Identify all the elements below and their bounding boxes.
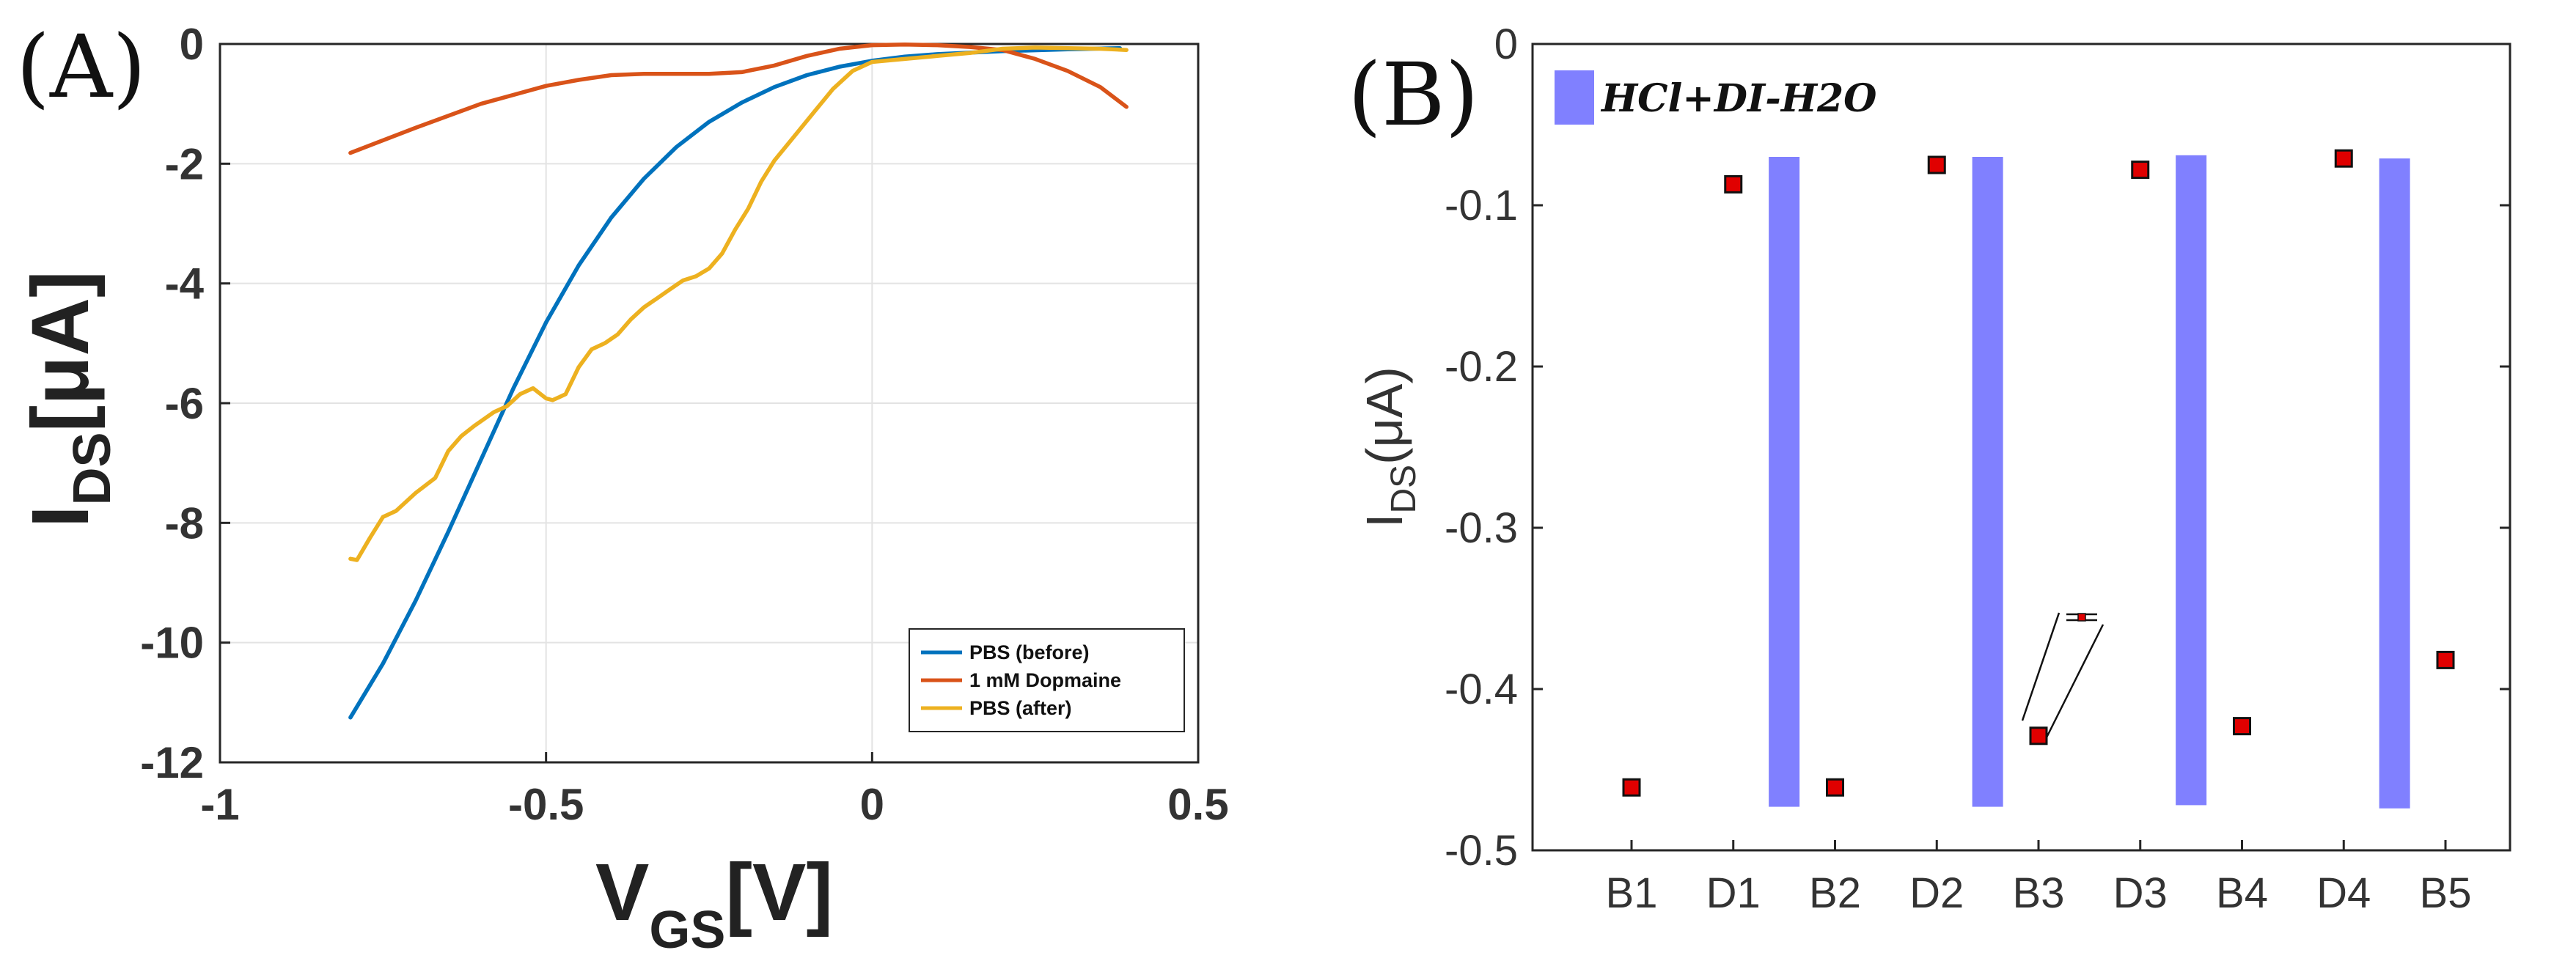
- x-title-unit: [V]: [725, 847, 833, 938]
- legend-label-pbs-after: PBS (after): [969, 697, 1072, 719]
- point-d1: [1724, 174, 1743, 194]
- panel-a-y-axis-title: IDS[μA]: [15, 270, 122, 528]
- legend-label-pbs-before: PBS (before): [969, 641, 1090, 663]
- point-b4: [2233, 717, 2251, 736]
- panel-a-ticks: -1 -0.5 0 0.5 0 -2 -4 -6 -8 -10 -12: [140, 20, 1228, 829]
- legend-label-hcl: HCl+DI-H2O: [1600, 76, 1876, 121]
- series-line-pbs-after: [348, 45, 1129, 562]
- panel-a: (A) -1 -0.5 0 0.5 0 -2 -4 -6 -8 -10 -12 PBS (befor…: [15, 16, 1229, 960]
- x-tick-label-d4: D4: [2316, 869, 2371, 917]
- x-tick-label-d1: D1: [1706, 869, 1761, 917]
- y-title-sub: DS: [1384, 465, 1423, 514]
- point-d3: [2131, 161, 2150, 180]
- x-tick-label-b4: B4: [2216, 869, 2268, 917]
- series-line-pbs-before: [348, 45, 1123, 720]
- bar-3: [2176, 155, 2207, 806]
- y-title-unit: (μA): [1356, 367, 1413, 465]
- panel-a-legend: PBS (before) 1 mM Dopmaine PBS (after): [909, 628, 1185, 732]
- x-tick-label-d3: D3: [2113, 869, 2168, 917]
- point-b1: [1622, 778, 1641, 797]
- y-tick-label: 0: [180, 20, 204, 69]
- y-tick-label: -0.3: [1445, 504, 1518, 552]
- y-tick-label: -6: [165, 379, 204, 428]
- x-title-sub: GS: [649, 901, 725, 960]
- y-title-main: I: [1356, 514, 1413, 528]
- bar-4: [2379, 158, 2410, 809]
- inset-marker: [2077, 613, 2086, 622]
- x-tick-label: -1: [200, 780, 239, 829]
- x-tick-label-b5: B5: [2420, 869, 2472, 917]
- series-line-1-mm-dopmaine: [348, 43, 1129, 155]
- panel-a-x-axis-title: VGS[V]: [595, 847, 833, 960]
- point-d4: [2334, 149, 2353, 168]
- point-b5: [2436, 650, 2455, 669]
- legend-bar-swatch: [1555, 70, 1594, 125]
- y-tick-label: -4: [165, 259, 205, 309]
- y-title-sub: DS: [63, 432, 122, 505]
- x-tick-label: 0: [860, 780, 884, 829]
- x-title-main: V: [595, 847, 649, 938]
- y-tick-label: -0.4: [1445, 666, 1518, 713]
- y-tick-label: -10: [140, 619, 204, 668]
- y-tick-label: -0.1: [1445, 182, 1518, 229]
- y-tick-label: -2: [165, 139, 204, 188]
- x-tick-label-d2: D2: [1909, 869, 1964, 917]
- x-tick-label-b3: B3: [2013, 869, 2065, 917]
- y-tick-label: -12: [140, 738, 204, 787]
- panel-a-label: (A): [16, 16, 146, 117]
- point-d2: [1927, 155, 1946, 174]
- panel-b-legend: HCl+DI-H2O: [1555, 70, 1876, 125]
- y-tick-label: -0.5: [1445, 827, 1518, 875]
- y-tick-label: -8: [165, 498, 204, 548]
- panel-a-series: [348, 43, 1129, 720]
- x-tick-label: -0.5: [508, 780, 584, 829]
- x-tick-label-b1: B1: [1606, 869, 1658, 917]
- x-tick-label: 0.5: [1167, 780, 1228, 829]
- panel-b-points: [1622, 149, 2455, 797]
- panel-b: (B) 0 -0.1 -0.2 -0.3 -0.4 -0.5 B1 D1 B2 D2 B3 D3 B4 D…: [1348, 21, 2511, 917]
- bar-1: [1769, 157, 1800, 807]
- inset-line-left: [2021, 612, 2061, 721]
- point-b2: [1826, 778, 1844, 797]
- legend-label-dopamine: 1 mM Dopmaine: [969, 669, 1121, 691]
- bar-2: [1972, 157, 2003, 807]
- panel-b-axes-box: [1531, 43, 2511, 852]
- y-tick-label: 0: [1494, 21, 1518, 68]
- panel-b-y-axis-title: IDS(μA): [1356, 367, 1423, 528]
- panel-b-bars: [1769, 155, 2410, 809]
- x-tick-label-b2: B2: [1809, 869, 1861, 917]
- y-title-unit: [μA]: [15, 270, 106, 432]
- y-tick-label: -0.2: [1445, 343, 1518, 391]
- point-b3: [2029, 726, 2048, 745]
- panel-b-ticks: 0 -0.1 -0.2 -0.3 -0.4 -0.5 B1 D1 B2 D2 B3 D3 B4 D4 B5: [1445, 21, 2510, 917]
- y-title-main: I: [15, 505, 106, 528]
- panel-b-label: (B): [1348, 44, 1479, 145]
- panel-b-inset-marker: [2021, 612, 2105, 740]
- inset-line-right: [2044, 624, 2105, 740]
